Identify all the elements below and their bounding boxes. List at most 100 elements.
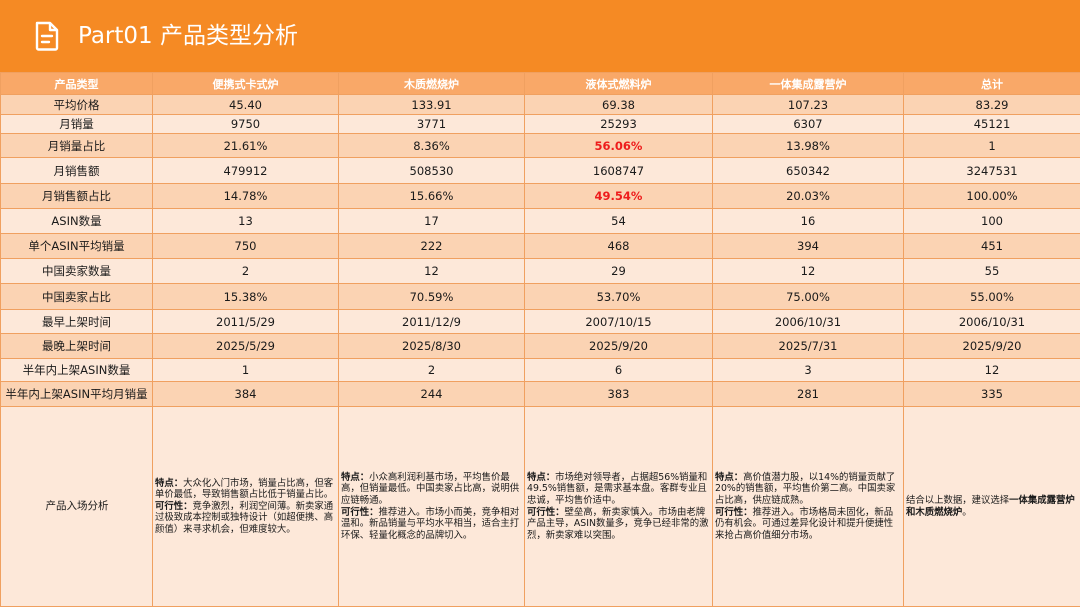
table-row: 中国卖家数量 2 12 29 12 55 xyxy=(0,258,1080,284)
table-cell: 2025/8/30 xyxy=(338,333,525,359)
product-type-table-wrapper: 产品类型 便携式卡式炉 木质燃烧炉 液体式燃料炉 一体集成露营炉 总计 平均价格… xyxy=(0,72,1080,607)
table-cell: 56.06% xyxy=(524,133,713,158)
feasibility-text: 可行性：推荐进入。市场小而美，竞争相对温和。新品销量与平均水平相当，适合主打环保… xyxy=(341,506,520,541)
table-row: 月销售额 479912 508530 1608747 650342 3247531 xyxy=(0,157,1080,184)
row-label: 最早上架时间 xyxy=(0,309,153,334)
table-cell: 2011/5/29 xyxy=(152,309,339,334)
table-cell: 2007/10/15 xyxy=(524,309,713,334)
table-cell: 6 xyxy=(524,358,713,382)
table-cell: 49.54% xyxy=(524,183,713,209)
table-cell: 2011/12/9 xyxy=(338,309,525,334)
table-cell: 6307 xyxy=(712,114,904,134)
table-cell: 70.59% xyxy=(338,283,525,310)
table-row: 最早上架时间 2011/5/29 2011/12/9 2007/10/15 2006/1… xyxy=(0,309,1080,334)
table-cell: 9750 xyxy=(152,114,339,134)
analysis-cell: 特点：小众高利润利基市场，平均售价最高，但销量最低。中国卖家占比高，说明供应链畅… xyxy=(338,406,525,607)
table-cell: 244 xyxy=(338,381,525,407)
feasibility-text: 可行性：竞争激烈，利润空间薄。新卖家通过极致成本控制或独特设计（如超便携、高颜值… xyxy=(155,500,334,535)
analysis-cell: 特点：高价值潜力股，以14%的销量贡献了20%的销售额，平均售价第二高。中国卖家… xyxy=(712,406,904,607)
table-cell: 75.00% xyxy=(712,283,904,310)
table-cell: 1608747 xyxy=(524,157,713,184)
row-label: 平均价格 xyxy=(0,94,153,115)
table-cell: 54 xyxy=(524,208,713,234)
column-header: 产品类型 xyxy=(0,72,153,95)
table-row: 月销售额占比 14.78% 15.66% 49.54% 20.03% 100.00% xyxy=(0,183,1080,209)
document-icon xyxy=(35,21,59,51)
title-bar: Part01 产品类型分析 xyxy=(0,0,1080,72)
table-cell: 8.36% xyxy=(338,133,525,158)
feature-text: 特点：大众化入门市场，销量占比高，但客单价最低，导致销售额占比低于销量占比。 xyxy=(155,477,334,501)
table-cell: 25293 xyxy=(524,114,713,134)
table-cell: 21.61% xyxy=(152,133,339,158)
table-cell: 29 xyxy=(524,258,713,284)
table-cell: 650342 xyxy=(712,157,904,184)
table-cell: 83.29 xyxy=(903,94,1080,115)
table-cell: 69.38 xyxy=(524,94,713,115)
table-cell: 383 xyxy=(524,381,713,407)
table-row: 平均价格 45.40 133.91 69.38 107.23 83.29 xyxy=(0,94,1080,115)
column-header: 一体集成露营炉 xyxy=(712,72,904,95)
table-row: 单个ASIN平均销量 750 222 468 394 451 xyxy=(0,233,1080,259)
page-title: Part01 产品类型分析 xyxy=(78,23,298,49)
table-row: 半年内上架ASIN数量 1 2 6 3 12 xyxy=(0,358,1080,382)
table-cell: 133.91 xyxy=(338,94,525,115)
row-label: 月销售额 xyxy=(0,157,153,184)
table-cell: 2 xyxy=(152,258,339,284)
analysis-cell: 特点：大众化入门市场，销量占比高，但客单价最低，导致销售额占比低于销量占比。 可… xyxy=(152,406,339,607)
table-row: 月销量 9750 3771 25293 6307 45121 xyxy=(0,114,1080,134)
row-label: 单个ASIN平均销量 xyxy=(0,233,153,259)
table-cell: 45.40 xyxy=(152,94,339,115)
column-header: 总计 xyxy=(903,72,1080,95)
table-cell: 16 xyxy=(712,208,904,234)
row-label: 半年内上架ASIN平均月销量 xyxy=(0,381,153,407)
table-cell: 107.23 xyxy=(712,94,904,115)
row-label: 半年内上架ASIN数量 xyxy=(0,358,153,382)
table-cell: 12 xyxy=(903,358,1080,382)
row-label: 月销售额占比 xyxy=(0,183,153,209)
table-cell: 55.00% xyxy=(903,283,1080,310)
table-row: 月销量占比 21.61% 8.36% 56.06% 13.98% 1 xyxy=(0,133,1080,158)
analysis-cell: 特点：市场绝对领导者，占据超56%销量和49.5%销售额，是需求基本盘。客群专业… xyxy=(524,406,713,607)
table-cell: 508530 xyxy=(338,157,525,184)
table-cell: 2025/9/20 xyxy=(524,333,713,359)
recommendation-text: 一体集成露营炉和木质燃烧炉 xyxy=(906,494,1075,518)
table-row: ASIN数量 13 17 54 16 100 xyxy=(0,208,1080,234)
feasibility-text: 可行性：壁垒高，新卖家慎入。市场由老牌产品主导，ASIN数量多，竞争已经非常的激… xyxy=(527,506,709,541)
table-cell: 53.70% xyxy=(524,283,713,310)
table-cell: 750 xyxy=(152,233,339,259)
column-header: 木质燃烧炉 xyxy=(338,72,525,95)
row-label: 中国卖家数量 xyxy=(0,258,153,284)
product-type-table: 产品类型 便携式卡式炉 木质燃烧炉 液体式燃料炉 一体集成露营炉 总计 平均价格… xyxy=(0,72,1080,607)
table-header-row: 产品类型 便携式卡式炉 木质燃烧炉 液体式燃料炉 一体集成露营炉 总计 xyxy=(0,72,1080,95)
row-label: 月销量占比 xyxy=(0,133,153,158)
row-label: 最晚上架时间 xyxy=(0,333,153,359)
table-cell: 479912 xyxy=(152,157,339,184)
table-cell: 335 xyxy=(903,381,1080,407)
column-header: 液体式燃料炉 xyxy=(524,72,713,95)
table-row: 最晚上架时间 2025/5/29 2025/8/30 2025/9/20 2025/7/… xyxy=(0,333,1080,359)
table-cell: 14.78% xyxy=(152,183,339,209)
table-cell: 2006/10/31 xyxy=(903,309,1080,334)
feature-text: 特点：市场绝对领导者，占据超56%销量和49.5%销售额，是需求基本盘。客群专业… xyxy=(527,471,708,506)
table-cell: 100 xyxy=(903,208,1080,234)
table-row: 半年内上架ASIN平均月销量 384 244 383 281 335 xyxy=(0,381,1080,407)
table-cell: 384 xyxy=(152,381,339,407)
table-cell: 1 xyxy=(903,133,1080,158)
table-cell: 15.66% xyxy=(338,183,525,209)
table-cell: 1 xyxy=(152,358,339,382)
row-label: 月销量 xyxy=(0,114,153,134)
feasibility-text: 可行性：推荐进入。市场格局未固化，新品仍有机会。可通过差异化设计和提升便捷性来抢… xyxy=(715,506,894,541)
table-cell: 2025/7/31 xyxy=(712,333,904,359)
summary-cell: 结合以上数据，建议选择一体集成露营炉和木质燃烧炉。 xyxy=(903,406,1080,607)
table-cell: 45121 xyxy=(903,114,1080,134)
table-cell: 394 xyxy=(712,233,904,259)
table-cell: 15.38% xyxy=(152,283,339,310)
table-cell: 3771 xyxy=(338,114,525,134)
row-label: 产品入场分析 xyxy=(0,406,153,607)
row-label: 中国卖家占比 xyxy=(0,283,153,310)
table-cell: 100.00% xyxy=(903,183,1080,209)
table-cell: 20.03% xyxy=(712,183,904,209)
table-cell: 468 xyxy=(524,233,713,259)
column-header: 便携式卡式炉 xyxy=(152,72,339,95)
table-cell: 13.98% xyxy=(712,133,904,158)
